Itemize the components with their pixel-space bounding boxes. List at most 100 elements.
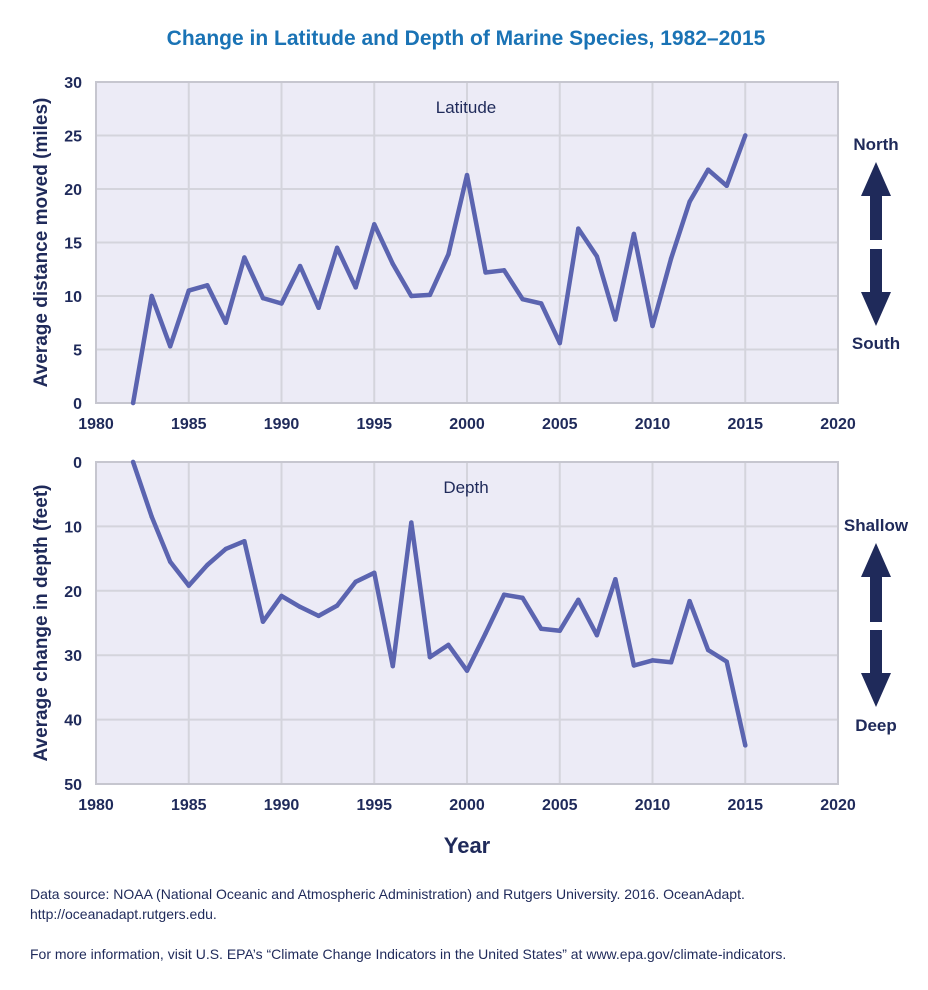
- data-point: [631, 231, 637, 237]
- data-point: [743, 133, 748, 138]
- data-point: [483, 270, 488, 275]
- data-point: [372, 570, 377, 575]
- data-point: [316, 305, 321, 310]
- data-point: [687, 199, 692, 205]
- data-point: [316, 613, 321, 619]
- data-point: [297, 263, 303, 269]
- data-point: [334, 603, 340, 608]
- data-point: [242, 539, 247, 544]
- data-point: [149, 293, 154, 299]
- data-point: [613, 577, 618, 582]
- direction-label-down: South: [852, 334, 900, 353]
- data-point: [613, 317, 618, 322]
- latitude-panel: 0 5 10 15 20 25 30 1980 1985 1990 1995 2000 2005 2010…: [31, 75, 900, 433]
- chart-title: Change in Latitude and Depth of Marine S…: [167, 27, 766, 50]
- data-point: [205, 283, 210, 288]
- arrow-up-icon: [861, 543, 891, 622]
- data-point: [353, 579, 358, 584]
- x-tick-label: 1995: [356, 797, 392, 814]
- y-tick-label: 20: [64, 182, 82, 199]
- y-axis-title: Average distance moved (miles): [31, 98, 52, 388]
- data-point: [594, 254, 600, 259]
- data-point: [279, 301, 284, 306]
- direction-label-down: Deep: [855, 716, 897, 735]
- y-tick-label: 40: [64, 713, 82, 730]
- x-tick-label: 1985: [171, 416, 207, 433]
- x-tick-label: 2005: [542, 797, 578, 814]
- x-tick-label: 1990: [264, 416, 300, 433]
- data-point: [205, 562, 210, 568]
- arrow-down-icon: [861, 249, 891, 326]
- data-point: [687, 598, 692, 604]
- data-point: [705, 647, 711, 653]
- data-point: [464, 172, 470, 178]
- data-point: [130, 459, 136, 465]
- arrow-up-icon: [861, 162, 891, 240]
- data-point: [724, 659, 729, 664]
- data-point: [539, 626, 544, 631]
- data-source-line-1: Data source: NOAA (National Oceanic and …: [30, 886, 745, 902]
- x-tick-label: 2020: [820, 797, 856, 814]
- data-point: [557, 340, 562, 346]
- data-point: [724, 183, 729, 188]
- x-tick-label: 2000: [449, 416, 485, 433]
- x-tick-label: 2000: [449, 797, 485, 814]
- data-point: [390, 261, 395, 267]
- data-point: [668, 660, 674, 665]
- direction-label-up: Shallow: [844, 516, 909, 535]
- plot-frame: [95, 461, 839, 785]
- data-point: [409, 520, 414, 525]
- data-point: [446, 642, 451, 648]
- data-point: [464, 668, 470, 673]
- data-point: [372, 222, 377, 227]
- y-tick-label: 20: [64, 584, 82, 601]
- x-tick-label: 2015: [727, 416, 763, 433]
- data-point: [223, 546, 229, 552]
- x-tick-label: 1995: [356, 416, 392, 433]
- data-point: [242, 255, 247, 260]
- data-point: [501, 268, 507, 273]
- data-point: [149, 514, 154, 519]
- y-tick-label: 30: [64, 648, 82, 665]
- series-line: [130, 133, 748, 406]
- depth-panel: 0 10 20 30 40 50 1980 1985 1990 1995 2000 2005 2010 2…: [31, 455, 909, 814]
- data-point: [539, 301, 544, 306]
- data-point: [668, 256, 674, 261]
- panel-label: Latitude: [436, 98, 497, 117]
- data-point: [427, 654, 433, 660]
- panel-label: Depth: [443, 478, 488, 497]
- x-axis-title: Year: [444, 833, 491, 858]
- data-point: [130, 400, 136, 406]
- data-point: [427, 292, 433, 298]
- data-point: [168, 344, 173, 349]
- direction-label-up: North: [853, 135, 898, 154]
- data-point: [223, 320, 229, 325]
- data-point: [409, 293, 414, 299]
- x-tick-label: 2015: [727, 797, 763, 814]
- arrow-down-icon: [861, 630, 891, 707]
- data-point: [334, 245, 340, 251]
- data-point: [186, 583, 191, 588]
- data-point: [743, 743, 748, 748]
- x-tick-label: 2005: [542, 416, 578, 433]
- y-tick-label: 25: [64, 129, 82, 146]
- y-tick-label: 5: [73, 343, 82, 360]
- data-source-line-2: http://oceanadapt.rutgers.edu.: [30, 906, 217, 922]
- x-tick-label: 2020: [820, 416, 856, 433]
- data-point: [650, 323, 655, 329]
- x-tick-label: 1980: [78, 416, 114, 433]
- data-point: [705, 167, 711, 172]
- x-tick-label: 1985: [171, 797, 207, 814]
- data-point: [576, 226, 581, 231]
- x-tick-label: 1980: [78, 797, 114, 814]
- chart-figure: Change in Latitude and Depth of Marine S…: [31, 27, 909, 858]
- data-point: [353, 285, 358, 290]
- y-tick-label: 50: [64, 777, 82, 794]
- data-point: [260, 295, 266, 301]
- x-tick-label: 2010: [635, 797, 671, 814]
- y-tick-label: 0: [73, 396, 82, 413]
- x-tick-label: 2010: [635, 416, 671, 433]
- y-tick-label: 0: [73, 455, 82, 472]
- y-tick-label: 10: [64, 519, 82, 536]
- data-point: [594, 633, 600, 638]
